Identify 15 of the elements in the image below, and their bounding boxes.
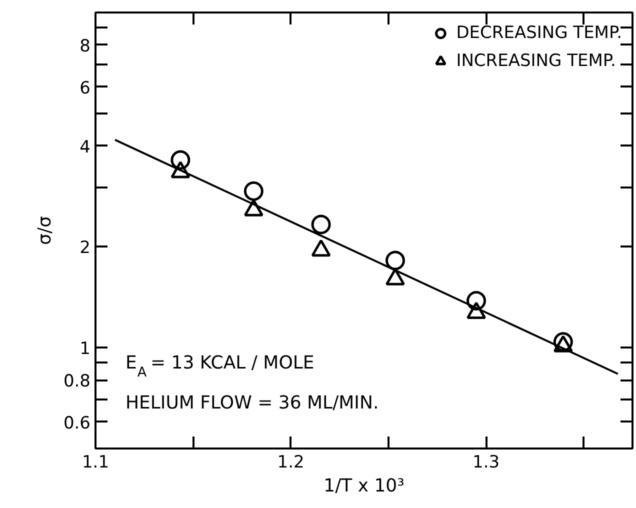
y-tick-label: 8 — [80, 36, 91, 56]
y-tick-label: 2 — [80, 238, 91, 258]
legend-label: DECREASING TEMP. — [456, 23, 622, 43]
x-axis-title: 1/T x 10³ — [324, 476, 404, 496]
annotation: HELIUM FLOW = 36 ML/MIN. — [126, 392, 379, 414]
x-tick-label: 1.3 — [472, 452, 500, 472]
y-tick-label: 0.8 — [63, 372, 91, 392]
x-tick-label: 1.2 — [277, 452, 304, 472]
x-tick-label: 1.1 — [82, 452, 110, 472]
y-axis-title: σ/σ — [34, 216, 56, 245]
legend-label: INCREASING TEMP. — [456, 51, 616, 71]
y-tick-label: 0.6 — [63, 413, 91, 434]
y-tick-label: 6 — [80, 78, 91, 98]
y-tick-label: 1 — [80, 339, 91, 360]
y-tick-label: 4 — [80, 137, 91, 158]
